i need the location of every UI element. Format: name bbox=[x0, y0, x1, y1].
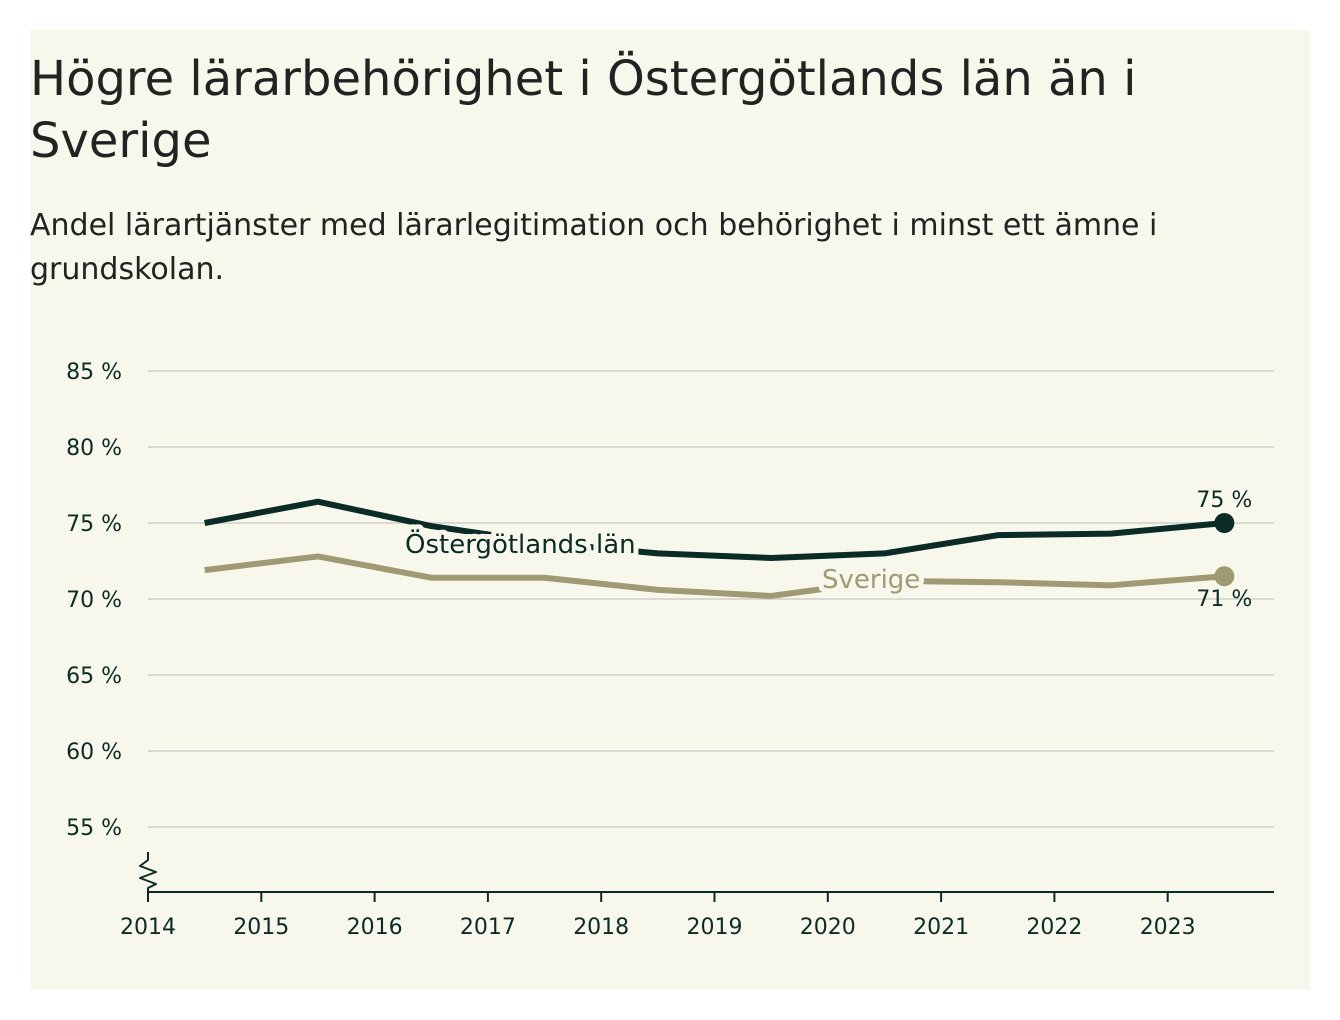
series-sverige-end-label: 71 % bbox=[1196, 587, 1252, 612]
x-tick-label: 2014 bbox=[120, 915, 176, 940]
series-labels: Östergötlands län Sverige 75 % 71 % bbox=[400, 488, 1252, 612]
axis-break-icon bbox=[139, 852, 157, 892]
x-tick-label: 2015 bbox=[233, 915, 289, 940]
x-axis: 2014 2015 2016 2017 2018 2019 2020 2021 2022 2023 bbox=[120, 852, 1274, 940]
x-tick-label: 2020 bbox=[800, 915, 856, 940]
series-lines bbox=[204, 498, 1225, 599]
x-tick-label: 2021 bbox=[913, 915, 969, 940]
y-tick-label: 85 % bbox=[66, 360, 122, 385]
y-tick-label: 70 % bbox=[66, 588, 122, 613]
x-tick-label: 2022 bbox=[1026, 915, 1082, 940]
chart-subtitle: Andel lärartjänster med lärarlegitimatio… bbox=[30, 208, 1158, 287]
x-tick-label: 2018 bbox=[573, 915, 629, 940]
series-ostergotland-end-label: 75 % bbox=[1196, 488, 1252, 513]
series-sverige-name-label: Sverige bbox=[822, 565, 920, 595]
grid-lines bbox=[148, 370, 1274, 828]
series-sverige-end-point bbox=[1214, 566, 1235, 587]
series-ostergotland-name-label: Östergötlands län bbox=[405, 528, 636, 560]
chart-title: Högre lärarbehörighet i Östergötlands lä… bbox=[30, 51, 1137, 169]
series-ostergotland-line bbox=[204, 498, 1225, 561]
x-tick-label: 2016 bbox=[347, 915, 403, 940]
chart-card: Högre lärarbehörighet i Östergötlands lä… bbox=[30, 30, 1310, 990]
y-tick-label: 80 % bbox=[66, 436, 122, 461]
x-tick-label: 2019 bbox=[687, 915, 743, 940]
series-sverige-line bbox=[204, 553, 1225, 599]
x-tick-label: 2017 bbox=[460, 915, 516, 940]
y-axis-ticks: 55 % 60 % 65 % 70 % 75 % 80 % 85 % bbox=[66, 360, 122, 841]
y-tick-label: 60 % bbox=[66, 740, 122, 765]
y-tick-label: 65 % bbox=[66, 664, 122, 689]
y-tick-label: 55 % bbox=[66, 816, 122, 841]
series-ostergotland-end-point bbox=[1214, 513, 1235, 533]
x-tick-label: 2023 bbox=[1140, 915, 1196, 940]
y-tick-label: 75 % bbox=[66, 512, 122, 537]
